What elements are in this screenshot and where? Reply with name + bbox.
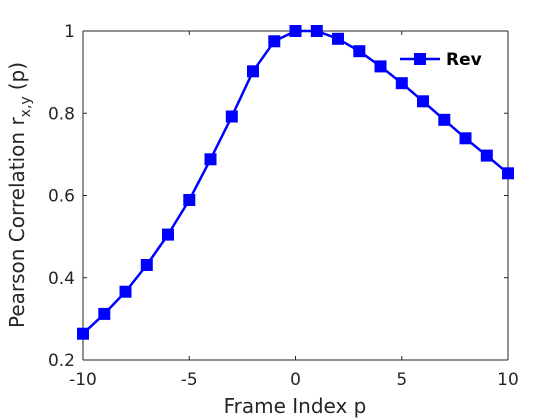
y-tick-label: 0.8 <box>48 104 75 124</box>
y-axis-label-subscript: x,y <box>18 96 34 117</box>
legend-marker-rev <box>414 53 426 65</box>
data-point <box>353 45 366 58</box>
data-point <box>310 25 323 37</box>
data-point <box>480 149 493 162</box>
x-tick-label: 5 <box>396 370 407 390</box>
data-point <box>268 35 281 48</box>
y-tick-label: 1 <box>64 22 75 42</box>
y-tick-label: 0.4 <box>48 269 75 289</box>
data-point <box>502 167 514 180</box>
x-tick-label: -10 <box>69 370 97 390</box>
tick-labels: -10 -5 0 5 10 0.2 0.4 0.6 0.8 1 <box>48 22 519 390</box>
y-tick-label: 0.2 <box>48 351 75 371</box>
data-point <box>98 307 111 320</box>
data-point <box>247 65 259 78</box>
y-axis-label-tail: (p) <box>5 62 29 90</box>
x-axis-label: Frame Index p <box>224 394 367 418</box>
series-layer <box>77 25 514 340</box>
data-point <box>204 153 217 166</box>
data-point <box>225 110 238 123</box>
data-point <box>119 285 132 298</box>
data-point <box>395 77 408 90</box>
data-point <box>438 113 451 126</box>
data-point <box>417 95 429 108</box>
y-tick-label: 0.6 <box>48 187 75 207</box>
data-point <box>459 132 472 145</box>
y-axis-label-main: Pearson Correlation r <box>5 117 29 328</box>
legend: Rev <box>400 50 482 70</box>
data-point <box>183 194 196 206</box>
data-point <box>289 25 302 37</box>
data-point <box>140 259 153 271</box>
data-point <box>162 228 174 241</box>
data-point <box>332 32 344 45</box>
data-point <box>77 327 89 340</box>
x-tick-label: 0 <box>290 370 301 390</box>
legend-label-rev: Rev <box>446 50 482 70</box>
x-tick-label: 10 <box>497 370 519 390</box>
axis-ticks <box>82 30 509 361</box>
plot-area <box>83 31 508 360</box>
data-point <box>374 60 387 73</box>
x-tick-label: -5 <box>181 370 198 390</box>
y-axis-label: Pearson Correlation rx,y (p) <box>5 62 34 328</box>
